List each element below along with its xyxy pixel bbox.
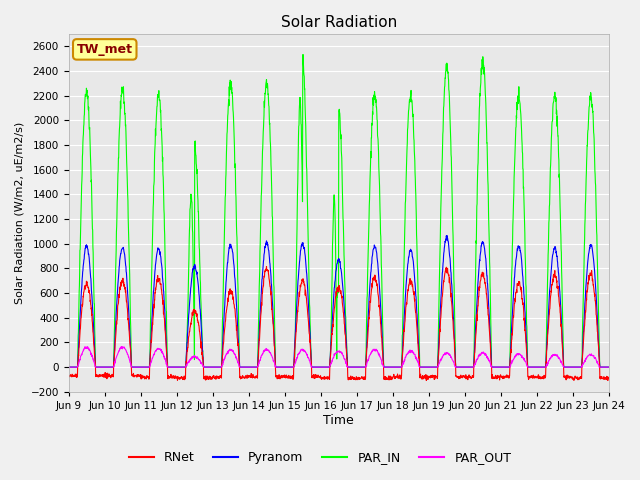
Title: Solar Radiation: Solar Radiation	[280, 15, 397, 30]
Text: TW_met: TW_met	[77, 43, 132, 56]
Legend: RNet, Pyranom, PAR_IN, PAR_OUT: RNet, Pyranom, PAR_IN, PAR_OUT	[124, 446, 516, 469]
X-axis label: Time: Time	[323, 414, 354, 427]
Y-axis label: Solar Radiation (W/m2, uE/m2/s): Solar Radiation (W/m2, uE/m2/s)	[15, 122, 25, 304]
